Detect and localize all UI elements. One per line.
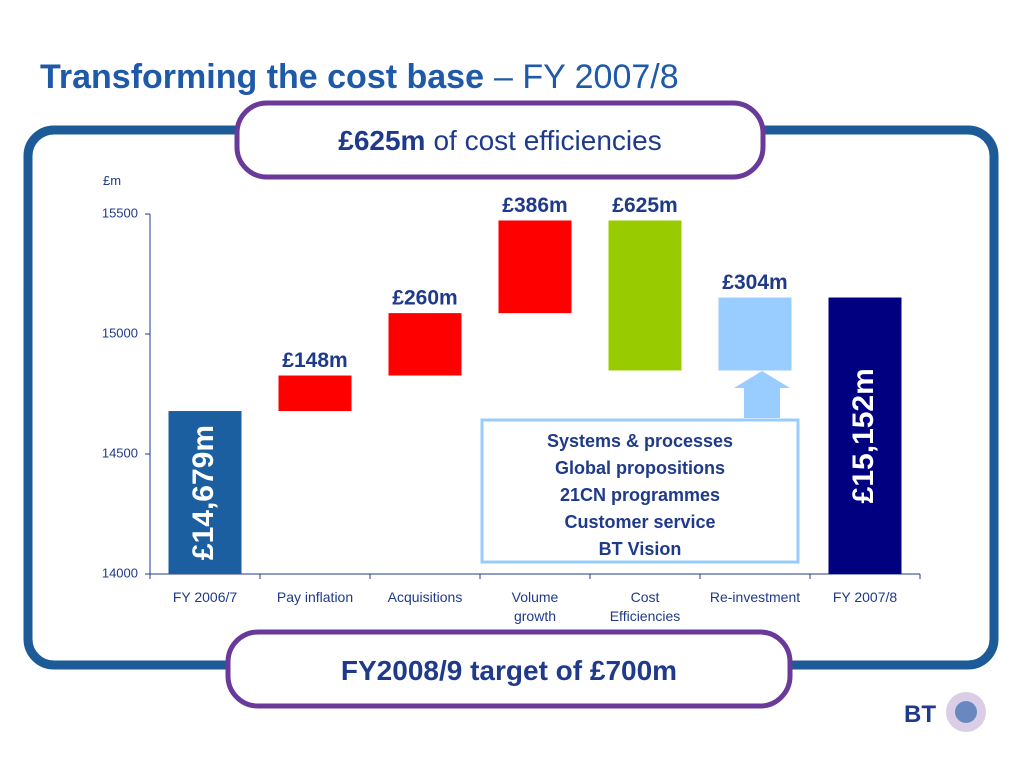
bar [388,313,462,376]
value-label: £14,679m [187,425,220,560]
box-line: Global propositions [555,458,725,478]
banner-rest: of cost efficiencies [433,125,661,156]
value-label: £304m [722,271,787,294]
x-tick-label: Pay inflation [276,589,354,605]
y-tick-label: 14500 [102,445,138,460]
x-tick-label: Re-investment [709,589,801,605]
banner-bold: £625m [338,125,425,156]
bar [278,375,352,412]
y-tick-label: 15000 [102,325,138,340]
x-tick-label: FY 2006/7 [172,589,238,605]
value-label: £15,152m [847,368,880,503]
bar [498,220,572,314]
top-banner [234,100,766,180]
arrow [734,371,790,418]
bar [718,297,792,371]
box-line: 21CN programmes [560,485,720,505]
value-label: £625m [612,194,677,217]
bar [828,297,902,574]
box-line: Customer service [564,512,715,532]
value-label: £386m [502,194,567,217]
bottom-banner-text: FY2008/9 target of £700m [341,655,677,686]
x-tick-label: Acquisitions [387,589,463,605]
y-tick-label: 15500 [102,205,138,220]
title-rest: – FY 2007/8 [494,58,679,96]
bottom-banner [225,629,793,709]
note-box [480,418,800,564]
y-tick-label: 14000 [102,565,138,580]
bar [168,411,242,574]
logo-globe-core [955,701,977,723]
box-line: Systems & processes [547,431,733,451]
box-line: BT Vision [599,539,682,559]
top-banner-text: £625m of cost efficiencies [338,125,661,156]
logo: BT [904,701,936,728]
bar [608,220,682,371]
value-label: £148m [282,349,347,372]
x-tick-label: Cost Efficiencies [609,589,681,624]
slide-title: Transforming the cost base – FY 2007/8 [40,58,679,96]
value-label: £260m [392,287,457,310]
title-bold: Transforming the cost base [40,58,484,96]
x-tick-label: Volume growth [511,589,559,624]
y-unit: £m [103,173,121,188]
x-tick-label: FY 2007/8 [832,589,898,605]
